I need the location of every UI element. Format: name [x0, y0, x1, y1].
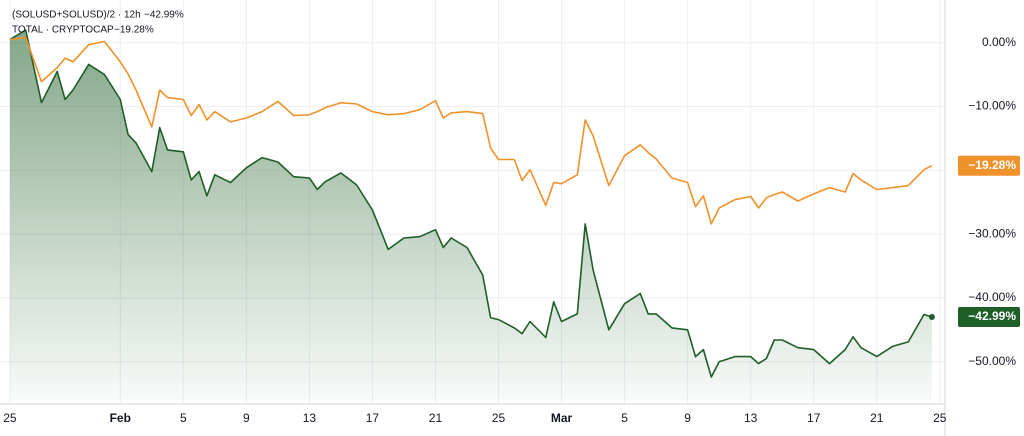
price-badge-bg — [958, 307, 1020, 328]
series-line — [9, 29, 933, 378]
y-tick-label: 0.00% — [982, 35, 1016, 49]
price-badge-bg — [958, 155, 1020, 176]
x-tick-label: 21 — [429, 411, 443, 425]
legend: (SOLUSD+SOLUSD)/2 · 12h −42.99% TOTAL · … — [12, 10, 184, 36]
x-tick-label: Mar — [551, 411, 573, 425]
x-tick-label: 13 — [303, 411, 317, 425]
x-tick-label: 9 — [243, 411, 250, 425]
x-tick-label: 25 — [492, 411, 506, 425]
x-tick-label: 17 — [807, 411, 821, 425]
legend-change: −42.99% — [144, 10, 184, 21]
x-tick-label: 17 — [366, 411, 380, 425]
plot-area — [9, 29, 935, 400]
y-tick-label: −30.00% — [968, 226, 1016, 240]
x-tick-label: 5 — [180, 411, 187, 425]
y-tick-label: −50.00% — [968, 354, 1016, 368]
price-badge: −19.28% — [958, 155, 1020, 176]
x-tick-label: Feb — [110, 411, 131, 425]
last-point — [928, 314, 935, 321]
legend-label: (SOLUSD+SOLUSD)/2 · 12h — [12, 10, 141, 21]
x-tick-label: 13 — [744, 411, 758, 425]
x-tick-label: 21 — [870, 411, 884, 425]
x-tick-label: 9 — [684, 411, 691, 425]
price-badge: −42.99% — [958, 307, 1020, 328]
price-badge-label: −42.99% — [968, 309, 1016, 323]
x-tick-label: 5 — [621, 411, 628, 425]
y-tick-label: −40.00% — [968, 290, 1016, 304]
series-area — [9, 30, 932, 400]
x-tick-label: 25 — [933, 411, 947, 425]
y-tick-label: −10.00% — [968, 99, 1016, 113]
price-badge-label: −19.28% — [968, 158, 1016, 172]
legend-label: TOTAL · CRYPTOCAP — [12, 25, 114, 36]
x-tick-label: 25 — [3, 411, 17, 425]
legend-change: −19.28% — [114, 25, 154, 36]
series-line — [9, 36, 933, 225]
labels: 0.00%−10.00%−20.00%−30.00%−40.00%−50.00%… — [3, 35, 1020, 425]
